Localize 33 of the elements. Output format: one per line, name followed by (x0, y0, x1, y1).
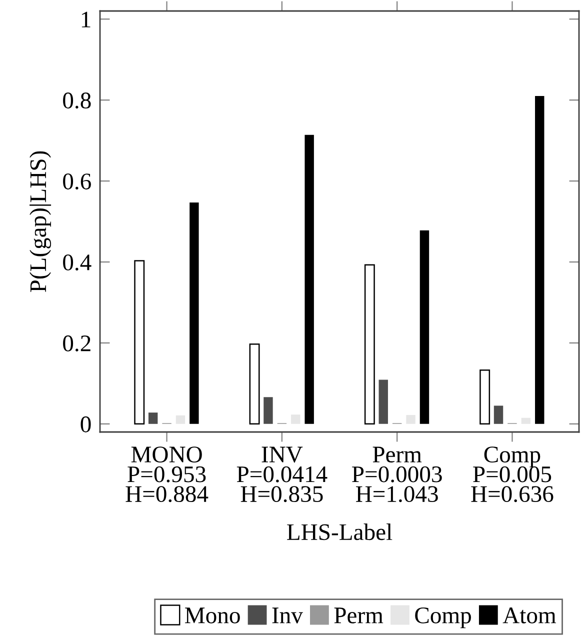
bar (364, 264, 375, 425)
bar (535, 96, 544, 424)
legend-label: Inv (272, 608, 303, 624)
legend-label: Mono (185, 608, 240, 624)
y-tick-label: 0.6 (63, 174, 91, 190)
bar (264, 397, 273, 424)
bar (148, 412, 158, 424)
legend-label: Comp (415, 608, 471, 628)
bar (134, 260, 145, 425)
y-tick-label: 0.2 (63, 335, 90, 352)
bar (176, 415, 186, 424)
y-tick-label: 0.4 (63, 254, 92, 271)
x-tick-label: MONO P=0.953 H=0.884 (126, 446, 208, 502)
y-axis-title: P(L(gap)|LHS) (30, 151, 52, 292)
legend-label: Perm (334, 608, 384, 624)
bar (249, 344, 260, 425)
bar (480, 369, 490, 425)
bar (406, 415, 416, 424)
x-tick-label: INV P=0.0414 H=0.835 (236, 446, 328, 502)
bar (420, 230, 430, 424)
x-tick-label: Comp P=0.005 H=0.636 (471, 446, 554, 502)
y-tick-label: 1 (82, 12, 90, 28)
bar (304, 134, 314, 424)
x-axis-title: LHS-Label (287, 524, 392, 540)
y-tick-label: 0.8 (63, 92, 91, 109)
bar (494, 406, 504, 424)
y-tick-label: 0 (80, 416, 91, 432)
bar (378, 380, 388, 424)
bar (291, 414, 300, 424)
legend-label: Atom (502, 608, 556, 624)
x-tick-label: Perm P=0.0003 H=1.043 (352, 446, 442, 502)
bar (521, 418, 531, 424)
bar (190, 202, 199, 424)
